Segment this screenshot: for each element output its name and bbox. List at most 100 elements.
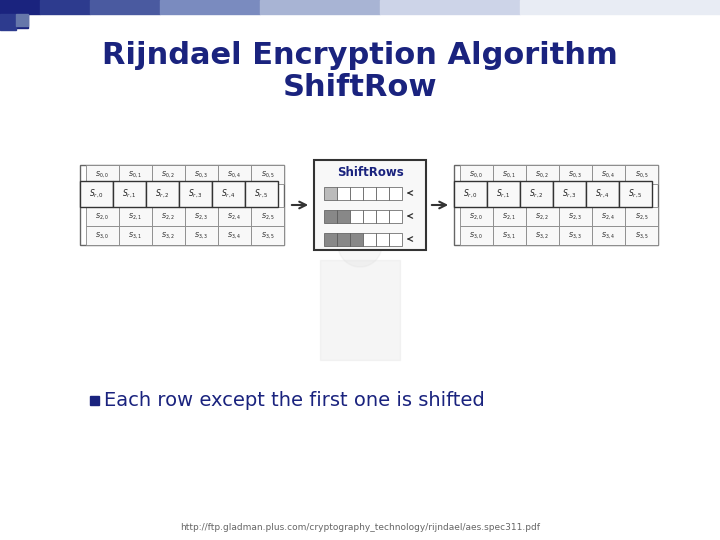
Bar — [493, 226, 526, 245]
Bar — [586, 181, 619, 207]
Bar — [251, 226, 284, 245]
Text: $\mathit{S_{2,2}}$: $\mathit{S_{2,2}}$ — [161, 212, 176, 221]
Text: $\mathit{S_{0,2}}$: $\mathit{S_{0,2}}$ — [536, 170, 549, 179]
Bar — [376, 233, 389, 246]
Text: $\mathit{S_{3,1}}$: $\mathit{S_{3,1}}$ — [503, 231, 516, 240]
Text: $\mathit{S_{r,0}}$: $\mathit{S_{r,0}}$ — [463, 188, 478, 200]
Bar — [324, 233, 337, 246]
Bar — [460, 165, 493, 184]
Text: $\mathit{S_{3,4}}$: $\mathit{S_{3,4}}$ — [601, 231, 616, 240]
Bar — [16, 14, 28, 26]
Text: $\mathit{S_{2,2}}$: $\mathit{S_{2,2}}$ — [536, 212, 549, 221]
Text: ShiftRows: ShiftRows — [337, 166, 403, 179]
Bar — [376, 210, 389, 222]
Bar — [350, 186, 363, 199]
Bar — [487, 181, 520, 207]
Bar — [350, 233, 363, 246]
Text: $\mathit{S_{2,5}}$: $\mathit{S_{2,5}}$ — [634, 212, 649, 221]
Text: $\mathit{S_{2,3}}$: $\mathit{S_{2,3}}$ — [569, 212, 582, 221]
Text: $\mathit{S_{0,3}}$: $\mathit{S_{0,3}}$ — [569, 170, 582, 179]
Bar — [185, 165, 218, 184]
Text: $\mathit{S_{r,3}}$: $\mathit{S_{r,3}}$ — [188, 188, 203, 200]
Bar — [218, 165, 251, 184]
Bar — [559, 207, 592, 226]
Text: $\mathit{S_{2,4}}$: $\mathit{S_{2,4}}$ — [601, 212, 616, 221]
Bar — [314, 160, 426, 250]
Bar — [260, 0, 380, 14]
Bar — [454, 181, 487, 207]
Bar — [363, 233, 376, 246]
Text: $\mathit{S_{2,1}}$: $\mathit{S_{2,1}}$ — [128, 212, 143, 221]
Bar — [337, 186, 350, 199]
Bar — [559, 165, 592, 184]
Text: $\mathit{S_{0,5}}$: $\mathit{S_{0,5}}$ — [261, 170, 274, 179]
Bar — [493, 165, 526, 184]
Text: $\mathit{S_{r,3}}$: $\mathit{S_{r,3}}$ — [562, 188, 577, 200]
Text: $\mathit{S_{3,0}}$: $\mathit{S_{3,0}}$ — [469, 231, 484, 240]
Bar — [619, 181, 652, 207]
Bar — [592, 207, 625, 226]
Text: $\mathit{S_{3,3}}$: $\mathit{S_{3,3}}$ — [194, 231, 209, 240]
Bar — [185, 226, 218, 245]
Bar — [152, 165, 185, 184]
Text: $\mathit{S_{0,0}}$: $\mathit{S_{0,0}}$ — [469, 170, 484, 179]
Bar — [592, 165, 625, 184]
Text: $\mathit{S_{3,2}}$: $\mathit{S_{3,2}}$ — [161, 231, 176, 240]
Bar — [376, 186, 389, 199]
Bar — [520, 181, 553, 207]
Bar — [251, 207, 284, 226]
Text: $\mathit{S_{0,1}}$: $\mathit{S_{0,1}}$ — [503, 170, 516, 179]
Bar — [152, 207, 185, 226]
Bar — [152, 226, 185, 245]
Bar — [90, 0, 160, 14]
Text: $\mathit{S_{r,2}}$: $\mathit{S_{r,2}}$ — [156, 188, 170, 200]
Bar — [553, 181, 586, 207]
Bar — [146, 181, 179, 207]
Bar — [324, 186, 337, 199]
Text: $\mathit{S_{0,4}}$: $\mathit{S_{0,4}}$ — [601, 170, 616, 179]
Text: $\mathit{S_{3,0}}$: $\mathit{S_{3,0}}$ — [96, 231, 109, 240]
Text: $\mathit{S_{0,2}}$: $\mathit{S_{0,2}}$ — [161, 170, 176, 179]
Bar — [113, 181, 146, 207]
Bar — [212, 181, 245, 207]
Bar — [493, 207, 526, 226]
Text: $\mathit{S_{0,4}}$: $\mathit{S_{0,4}}$ — [228, 170, 242, 179]
Text: Rijndael Encryption Algorithm: Rijndael Encryption Algorithm — [102, 40, 618, 70]
Bar — [119, 207, 152, 226]
Bar — [218, 226, 251, 245]
Bar — [350, 210, 363, 222]
Bar — [363, 210, 376, 222]
Text: $\mathit{S_{3,5}}$: $\mathit{S_{3,5}}$ — [634, 231, 649, 240]
Text: $\mathit{S_{r,0}}$: $\mathit{S_{r,0}}$ — [89, 188, 104, 200]
Text: $\mathit{S_{3,2}}$: $\mathit{S_{3,2}}$ — [536, 231, 549, 240]
Bar — [454, 165, 658, 245]
Bar — [160, 0, 260, 14]
Bar — [337, 233, 350, 246]
Bar — [0, 14, 16, 30]
Text: $\mathit{S_{3,5}}$: $\mathit{S_{3,5}}$ — [261, 231, 274, 240]
Bar — [389, 210, 402, 222]
Bar — [460, 226, 493, 245]
Text: $\mathit{S_{r,4}}$: $\mathit{S_{r,4}}$ — [221, 188, 236, 200]
Bar — [389, 186, 402, 199]
Bar — [90, 395, 99, 404]
Bar — [625, 165, 658, 184]
Text: $\mathit{S_{2,0}}$: $\mathit{S_{2,0}}$ — [96, 212, 109, 221]
Bar — [324, 210, 337, 222]
Text: $\mathit{S_{r,5}}$: $\mathit{S_{r,5}}$ — [628, 188, 643, 200]
Bar — [40, 0, 90, 14]
Bar — [380, 0, 520, 14]
Text: $\mathit{S_{r,5}}$: $\mathit{S_{r,5}}$ — [254, 188, 269, 200]
Text: $\mathit{S_{2,0}}$: $\mathit{S_{2,0}}$ — [469, 212, 484, 221]
Bar — [526, 226, 559, 245]
Bar — [559, 226, 592, 245]
Text: ShiftRow: ShiftRow — [283, 73, 437, 103]
Text: $\mathit{S_{2,1}}$: $\mathit{S_{2,1}}$ — [503, 212, 516, 221]
Bar — [0, 0, 40, 14]
Text: Each row except the first one is shifted: Each row except the first one is shifted — [104, 390, 485, 409]
Bar — [520, 0, 720, 14]
Circle shape — [338, 223, 382, 267]
Text: $\mathit{S_{r,4}}$: $\mathit{S_{r,4}}$ — [595, 188, 610, 200]
Text: $\mathit{S_{3,4}}$: $\mathit{S_{3,4}}$ — [228, 231, 242, 240]
Bar — [460, 207, 493, 226]
